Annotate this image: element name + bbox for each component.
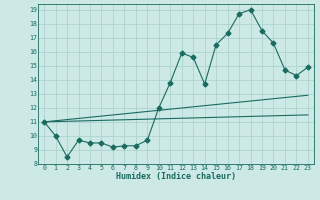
X-axis label: Humidex (Indice chaleur): Humidex (Indice chaleur) <box>116 172 236 181</box>
